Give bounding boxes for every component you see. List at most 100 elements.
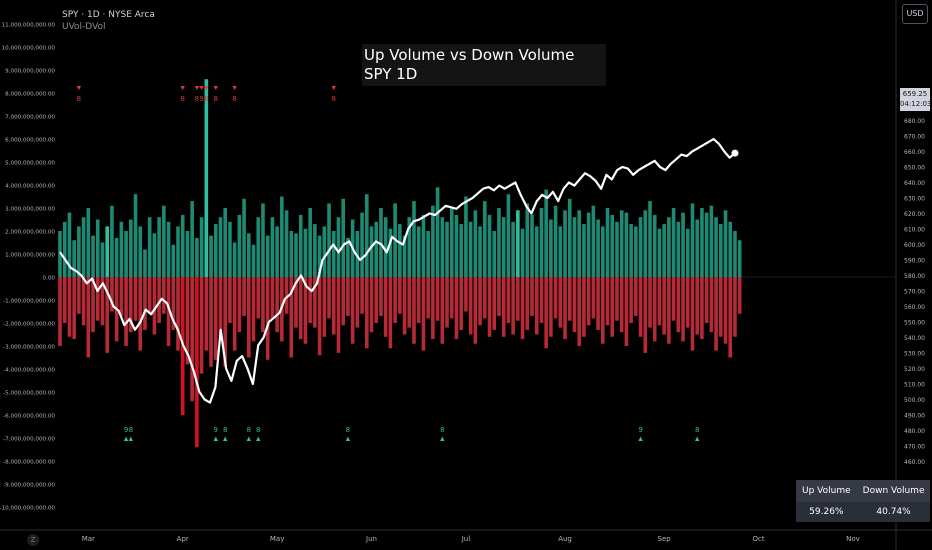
right-tick-label: 680.00 [904,118,925,125]
up-volume-bar [737,240,742,277]
up-volume-bar [567,198,572,277]
up-volume-bar [322,226,327,277]
right-tick-label: 530.00 [904,351,925,358]
up-volume-bar [110,205,114,277]
down-volume-bar [601,277,605,344]
buy-signal-arrow [123,436,129,441]
down-volume-bar [355,277,360,328]
down-volume-bar [346,277,350,317]
down-volume-header: Down Volume [862,486,925,496]
up-volume-bar [572,217,577,277]
down-volume-bar [714,277,718,351]
up-volume-bar [435,187,440,277]
zoom-button[interactable]: Z [27,534,39,546]
down-volume-bar [516,277,520,321]
sell-signal-label: 8 [77,95,81,103]
up-volume-bar [124,231,128,277]
down-volume-bar [58,277,62,346]
sell-signal-label: 8 [214,95,218,103]
up-volume-bar [336,217,341,277]
down-volume-bar [157,277,161,323]
up-volume-bar [355,231,360,277]
buy-signal-label: 9 [124,426,128,434]
symbol-header[interactable]: SPY · 1D · NYSE Arca [62,10,155,20]
up-volume-bar [289,231,294,277]
up-volume-bar [723,210,728,277]
indicator-label[interactable]: UVol-DVol [62,22,106,32]
currency-button[interactable]: USD [902,4,928,24]
down-volume-bar [459,277,463,330]
down-volume-bar [506,277,511,323]
buy-signal-label: 8 [223,426,227,434]
up-volume-bar [298,214,303,277]
left-tick-label: 3,000,000,000.00 [5,207,55,213]
down-volume-bar [185,277,190,365]
up-volume-bar [133,194,138,277]
up-volume-bar [690,203,695,277]
down-volume-bar [719,277,723,337]
down-volume-bar [610,277,615,337]
up-volume-bar [634,226,638,277]
buy-signal-arrow [695,436,700,441]
down-volume-bar [497,277,501,317]
down-volume-bar [534,277,539,335]
down-volume-bar [393,277,397,323]
down-volume-bar [360,277,364,314]
right-tick-label: 670.00 [904,134,925,141]
left-tick-label: -4,000,000,000.00 [3,368,55,374]
down-volume-bar [100,277,105,326]
left-tick-label: 8,000,000,000.00 [5,92,55,98]
signal-markers: 8 8 8 9 8 8 8 89 8 9 8 8 8 8 8 9 8 [77,86,700,441]
down-volume-bar [511,277,515,335]
down-volume-bar [398,277,402,314]
up-volume-bar [695,219,699,277]
left-tick-label: 4,000,000,000.00 [5,184,55,190]
down-volume-bar [577,277,581,346]
up-volume-bar [383,217,388,277]
up-volume-bar [185,231,190,277]
down-volume-bar [634,277,638,317]
down-volume-bar [652,277,657,342]
summary-table: Up Volume Down Volume 59.26% 40.74% [796,480,931,522]
up-volume-bar [91,235,95,277]
sell-signal-label: 8 [195,95,199,103]
x-month-label: Sep [658,535,672,543]
right-tick-label: 460.00 [904,459,925,466]
down-volume-bar [336,277,341,353]
up-volume-bar [648,201,652,277]
up-volume-bar [421,214,426,277]
down-volume-bar [695,277,699,335]
down-volume-bar [322,277,327,337]
down-volume-bar [449,277,454,319]
x-axis[interactable]: Mar Apr May Jun Jul Aug Sep Oct Nov [82,535,860,543]
down-volume-bar [643,277,648,353]
up-volume-bar [190,201,194,277]
up-volume-bar [487,214,492,277]
up-volume-bar [506,194,511,277]
up-volume-bar [520,228,525,277]
down-volume-bar [685,277,690,328]
down-volume-value: 40.74% [856,502,931,522]
down-volume-bar [728,277,733,358]
buy-signal-arrow [213,436,218,441]
up-volume-bar [563,210,567,277]
up-volume-bar [251,244,256,277]
up-volume-bar [676,221,681,277]
left-tick-label: -7,000,000,000.00 [3,437,55,443]
up-volume-bar [199,217,204,277]
up-volume-bar [638,217,643,277]
up-volume-bar [213,224,218,277]
down-volume-bar [331,277,336,335]
up-volume-bar [733,231,737,277]
down-volume-bar [582,277,586,337]
up-volume-bar [398,224,402,277]
right-tick-label: 560.00 [904,304,925,311]
down-volume-bar [624,277,629,346]
down-volume-bar [199,277,204,374]
x-month-label: Oct [753,535,765,543]
down-volume-bar [365,277,369,349]
down-volume-bar [147,277,152,314]
right-axis[interactable]: 690.00680.00670.00660.00650.00640.00630.… [904,103,925,467]
right-tick-label: 630.00 [904,196,925,203]
